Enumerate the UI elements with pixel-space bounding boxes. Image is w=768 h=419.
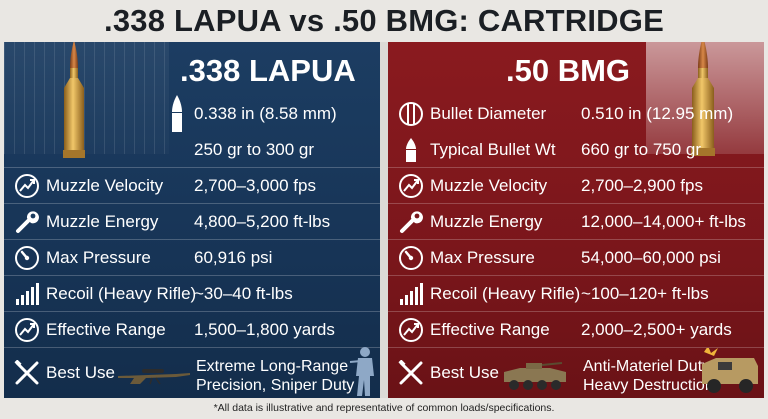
left-row-velocity: Muzzle Velocity 2,700–3,000 fps	[4, 168, 380, 204]
left-row-range: Effective Range 1,500–1,800 yards	[4, 312, 380, 348]
row-divider	[4, 239, 380, 240]
armored-vehicle-image	[504, 362, 566, 390]
right-row-diameter: Bullet Diameter 0.510 in (12.95 mm)	[388, 96, 764, 132]
diameter-icon	[399, 102, 423, 126]
right-row-range: Effective Range 2,000–2,500+ yards	[388, 312, 764, 348]
lapua-velocity-value: 2,700–3,000 fps	[194, 176, 316, 195]
row-divider	[4, 311, 380, 312]
bmg-energy-value: 12,000–14,000+ ft-lbs	[581, 212, 746, 231]
bmg-best-use-value: Anti-Materiel Duty, Heavy Destruction	[583, 357, 714, 395]
lapua-range-value: 1,500–1,800 yards	[194, 320, 335, 339]
velocity-icon	[15, 174, 39, 198]
range-icon	[15, 318, 39, 342]
bmg-pressure-value: 54,000–60,000 psi	[581, 248, 721, 267]
row-divider	[4, 167, 380, 168]
right-row-best-use: Best Use Anti-Materiel Duty, Heavy Destr…	[388, 348, 764, 398]
range-label: Effective Range	[430, 320, 550, 339]
bmg-cartridge-image	[691, 42, 715, 156]
best-use-label: Best Use	[46, 363, 115, 382]
soldier-silhouette-image	[349, 347, 374, 396]
footnote: *All data is illustrative and representa…	[213, 402, 555, 414]
lapua-panel: .338 LAPUA 0.338 in (8.58 mm) 250 gr to …	[4, 42, 380, 398]
left-row-weight: 250 gr to 300 gr	[4, 132, 380, 168]
bmg-range-value: 2,000–2,500+ yards	[581, 320, 732, 339]
best-use-label: Best Use	[430, 363, 499, 382]
bmg-velocity-value: 2,700–2,900 fps	[581, 176, 703, 195]
bmg-best-use-line2: Heavy Destruction	[583, 377, 714, 394]
range-icon	[399, 318, 423, 342]
bmg-recoil-value: ~100–120+ ft-lbs	[581, 284, 709, 303]
row-divider	[4, 347, 380, 348]
bmg-diameter-value: 0.510 in (12.95 mm)	[581, 104, 734, 123]
lapua-diameter-value: 0.338 in (8.58 mm)	[194, 104, 337, 123]
lapua-best-use-line2: Precision, Sniper Duty	[196, 377, 355, 394]
lapua-pressure-value: 60,916 psi	[194, 248, 273, 267]
bmg-weight-value: 660 gr to 750 gr	[581, 140, 702, 159]
row-divider	[388, 239, 764, 240]
lapua-best-use-line1: Extreme Long-Range	[196, 358, 349, 375]
right-row-pressure: Max Pressure 54,000–60,000 psi	[388, 240, 764, 276]
lapua-weight-value: 250 gr to 300 gr	[194, 140, 315, 159]
bmg-panel: .50 BMG Bullet Diameter 0.510 in (12.95 …	[388, 42, 764, 398]
recoil-bars-icon	[16, 283, 39, 305]
recoil-label: Recoil (Heavy Rifle)	[430, 284, 581, 303]
lapua-best-use-value: Extreme Long-Range Precision, Sniper Dut…	[196, 357, 354, 395]
wrench-icon	[400, 211, 423, 233]
pressure-label: Max Pressure	[430, 248, 535, 267]
crossed-tools-icon	[14, 360, 39, 385]
recoil-bars-icon	[400, 283, 423, 305]
left-row-energy: Muzzle Energy 4,800–5,200 ft-lbs	[4, 204, 380, 240]
velocity-label: Muzzle Velocity	[46, 176, 164, 195]
row-divider	[388, 275, 764, 276]
gauge-icon	[399, 246, 423, 270]
crossed-tools-icon	[398, 360, 423, 385]
energy-label: Muzzle Energy	[46, 212, 159, 231]
sniper-rifle-image	[118, 369, 190, 385]
right-row-weight: Typical Bullet Wt 660 gr to 750 gr	[388, 132, 764, 168]
right-row-energy: Muzzle Energy 12,000–14,000+ ft-lbs	[388, 204, 764, 240]
weight-label: Typical Bullet Wt	[430, 140, 556, 159]
lapua-energy-value: 4,800–5,200 ft-lbs	[194, 212, 331, 231]
right-row-recoil: Recoil (Heavy Rifle) ~100–120+ ft-lbs	[388, 276, 764, 312]
left-row-diameter: 0.338 in (8.58 mm)	[4, 95, 380, 132]
page-title: .338 LAPUA vs .50 BMG: CARTRIDGE COMPARI…	[104, 3, 664, 80]
right-row-velocity: Muzzle Velocity 2,700–2,900 fps	[388, 168, 764, 204]
row-divider	[388, 311, 764, 312]
pressure-label: Max Pressure	[46, 248, 151, 267]
gauge-icon	[15, 246, 39, 270]
velocity-icon	[399, 174, 423, 198]
diameter-label: Bullet Diameter	[430, 104, 547, 123]
lapua-heading: .338 LAPUA	[180, 53, 356, 88]
range-label: Effective Range	[46, 320, 166, 339]
left-row-recoil: Recoil (Heavy Rifle) ~30–40 ft-lbs	[4, 276, 380, 312]
recoil-label: Recoil (Heavy Rifle)	[46, 284, 197, 303]
bullet-icon	[172, 95, 182, 132]
lapua-recoil-value: ~30–40 ft-lbs	[194, 284, 293, 303]
left-row-best-use: Best Use Extreme Long-Range Precision, S…	[4, 347, 380, 398]
left-row-pressure: Max Pressure 60,916 psi	[4, 240, 380, 276]
lapua-cartridge-image	[63, 42, 85, 158]
row-divider	[4, 203, 380, 204]
mrap-truck-image	[702, 348, 758, 393]
energy-label: Muzzle Energy	[430, 212, 543, 231]
velocity-label: Muzzle Velocity	[430, 176, 548, 195]
row-divider	[388, 203, 764, 204]
bmg-heading: .50 BMG	[506, 53, 631, 88]
bullet-icon	[406, 138, 416, 162]
row-divider	[388, 167, 764, 168]
row-divider	[388, 347, 764, 348]
measurement-ruler	[4, 42, 169, 154]
bmg-best-use-line1: Anti-Materiel Duty,	[583, 358, 714, 375]
row-divider	[4, 275, 380, 276]
wrench-icon	[16, 211, 39, 233]
center-divider	[380, 42, 388, 398]
